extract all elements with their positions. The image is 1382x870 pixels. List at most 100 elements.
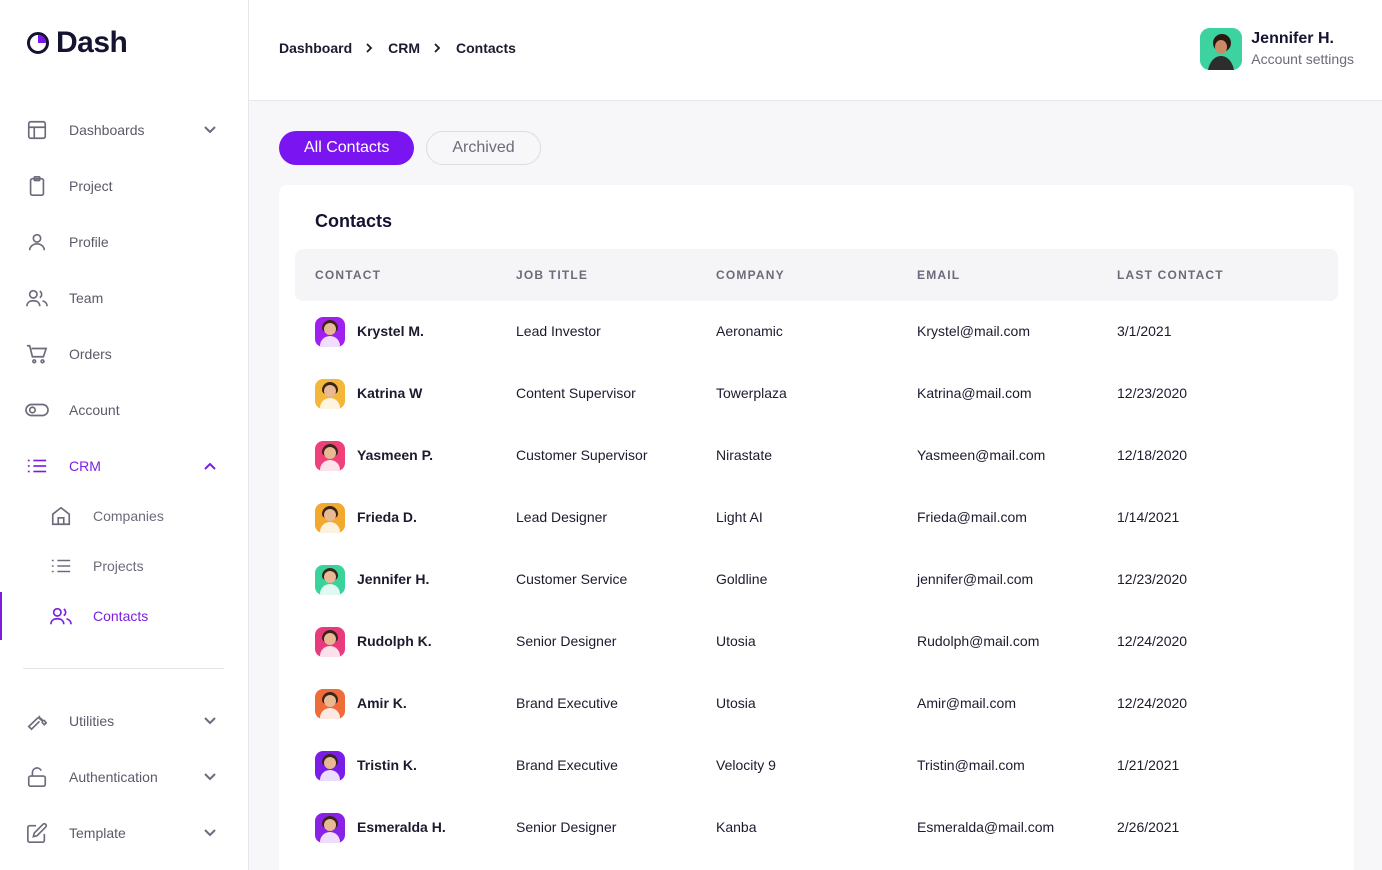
column-header-email[interactable]: EMAIL bbox=[917, 268, 961, 282]
cell-contact-name[interactable]: Esmeralda H. bbox=[357, 819, 446, 835]
cell-job-title: Content Supervisor bbox=[516, 385, 636, 401]
toggle-icon bbox=[25, 398, 49, 422]
user-menu[interactable]: Jennifer H. Account settings bbox=[1200, 28, 1354, 70]
tab-all-contacts[interactable]: All Contacts bbox=[279, 131, 415, 165]
top-bar: Dashboard CRM Contacts bbox=[249, 0, 1382, 101]
cell-job-title: Customer Supervisor bbox=[516, 447, 648, 463]
table-row[interactable]: Katrina W Content Supervisor Towerplaza Kat… bbox=[295, 363, 1338, 425]
list-icon bbox=[25, 454, 49, 478]
user-name: Jennifer H. bbox=[1251, 30, 1334, 47]
column-header-company[interactable]: COMPANY bbox=[716, 268, 785, 282]
table-row[interactable]: Tristin K. Brand Executive Velocity 9 Trist… bbox=[295, 735, 1338, 797]
table-row[interactable]: Rudolph K. Senior Designer Utosia Rudolph@m… bbox=[295, 611, 1338, 673]
chevron-down-icon[interactable] bbox=[202, 769, 218, 785]
cell-contact-name[interactable]: Rudolph K. bbox=[357, 633, 432, 649]
sidebar-divider bbox=[23, 668, 224, 669]
breadcrumb-crm[interactable]: CRM bbox=[388, 40, 421, 56]
cell-company: Velocity 9 bbox=[716, 757, 776, 773]
chevron-down-icon[interactable] bbox=[202, 825, 218, 841]
sidebar-item-template[interactable]: Template bbox=[0, 813, 248, 853]
logo[interactable]: Dash bbox=[26, 26, 128, 60]
table-row[interactable]: Esmeralda H. Senior Designer Kanba Esmerald… bbox=[295, 797, 1338, 859]
cell-contact-name[interactable]: Yasmeen P. bbox=[357, 447, 434, 463]
cell-email[interactable]: Katrina@mail.com bbox=[917, 385, 1032, 401]
avatar bbox=[315, 627, 345, 657]
table-row[interactable]: Krystel M. Lead Investor Aeronamic Krystel@… bbox=[295, 301, 1338, 363]
avatar bbox=[315, 441, 345, 471]
user-icon bbox=[25, 230, 49, 254]
breadcrumb-contacts: Contacts bbox=[456, 40, 516, 56]
sidebar-item-label: Team bbox=[69, 290, 104, 306]
column-header-last-contact[interactable]: LAST CONTACT bbox=[1117, 268, 1224, 282]
chevron-down-icon[interactable] bbox=[202, 122, 218, 138]
sidebar-item-profile[interactable]: Profile bbox=[0, 222, 248, 262]
cell-contact-name[interactable]: Frieda D. bbox=[357, 509, 417, 525]
table-row[interactable]: Jennifer H. Customer Service Goldline jenni… bbox=[295, 549, 1338, 611]
contacts-card: Contacts CONTACT JOB TITLE COMPANY EMAIL… bbox=[279, 185, 1354, 870]
cell-contact-name[interactable]: Jennifer H. bbox=[357, 571, 430, 587]
sidebar-item-label: CRM bbox=[69, 458, 101, 474]
sidebar: Dash Dashboards Project Profile bbox=[0, 0, 249, 870]
tab-archived[interactable]: Archived bbox=[426, 131, 541, 165]
cell-contact-name[interactable]: Tristin K. bbox=[357, 757, 417, 773]
sidebar-item-account[interactable]: Account bbox=[0, 390, 248, 430]
cell-last-contact: 3/1/2021 bbox=[1117, 323, 1172, 339]
cell-contact-name[interactable]: Amir K. bbox=[357, 695, 407, 711]
sidebar-item-authentication[interactable]: Authentication bbox=[0, 757, 248, 797]
account-settings-link[interactable]: Account settings bbox=[1251, 51, 1354, 67]
avatar[interactable] bbox=[1200, 28, 1243, 70]
cell-contact-name[interactable]: Katrina W bbox=[357, 385, 423, 401]
edit-icon bbox=[25, 821, 49, 845]
chevron-down-icon[interactable] bbox=[202, 713, 218, 729]
sidebar-item-project[interactable]: Project bbox=[0, 166, 248, 206]
breadcrumb-dashboard[interactable]: Dashboard bbox=[279, 40, 353, 56]
cell-company: Aeronamic bbox=[716, 323, 783, 339]
sidebar-item-label: Project bbox=[69, 178, 113, 194]
sidebar-subitem-companies[interactable]: Companies bbox=[0, 498, 248, 534]
cell-last-contact: 2/26/2021 bbox=[1117, 819, 1180, 835]
chevron-right-icon bbox=[432, 42, 444, 54]
cell-email[interactable]: Frieda@mail.com bbox=[917, 509, 1027, 525]
chevron-up-icon[interactable] bbox=[202, 458, 218, 474]
chevron-right-icon bbox=[364, 42, 376, 54]
column-header-job-title[interactable]: JOB TITLE bbox=[516, 268, 589, 282]
cell-email[interactable]: Amir@mail.com bbox=[917, 695, 1016, 711]
avatar bbox=[315, 317, 345, 347]
cell-email[interactable]: Krystel@mail.com bbox=[917, 323, 1031, 339]
users-icon bbox=[25, 286, 49, 310]
cell-job-title: Brand Executive bbox=[516, 695, 618, 711]
sidebar-item-orders[interactable]: Orders bbox=[0, 334, 248, 374]
sidebar-subitem-label: Projects bbox=[93, 558, 144, 574]
sidebar-item-utilities[interactable]: Utilities bbox=[0, 701, 248, 741]
table-row[interactable]: Yasmeen P. Customer Supervisor Nirastate Ya… bbox=[295, 425, 1338, 487]
table-row[interactable]: Frieda D. Lead Designer Light AI Frieda@mai… bbox=[295, 487, 1338, 549]
sidebar-item-dashboards[interactable]: Dashboards bbox=[0, 110, 248, 150]
cell-email[interactable]: Rudolph@mail.com bbox=[917, 633, 1040, 649]
avatar bbox=[315, 751, 345, 781]
cell-company: Light AI bbox=[716, 509, 763, 525]
sidebar-item-team[interactable]: Team bbox=[0, 278, 248, 318]
column-header-contact[interactable]: CONTACT bbox=[315, 268, 382, 282]
main-content: Dashboard CRM Contacts bbox=[249, 0, 1382, 870]
cell-company: Goldline bbox=[716, 571, 768, 587]
wrench-icon bbox=[25, 709, 49, 733]
cell-email[interactable]: Yasmeen@mail.com bbox=[917, 447, 1046, 463]
sidebar-item-label: Dashboards bbox=[69, 122, 145, 138]
users-icon bbox=[49, 604, 73, 628]
sidebar-subitem-label: Contacts bbox=[93, 608, 149, 624]
sidebar-subitem-projects[interactable]: Projects bbox=[0, 548, 248, 584]
cell-contact-name[interactable]: Krystel M. bbox=[357, 323, 424, 339]
sidebar-subitem-contacts[interactable]: Contacts bbox=[0, 592, 248, 640]
cell-last-contact: 12/24/2020 bbox=[1117, 633, 1188, 649]
sidebar-item-crm[interactable]: CRM bbox=[0, 446, 248, 486]
clipboard-icon bbox=[25, 174, 49, 198]
sidebar-item-label: Account bbox=[69, 402, 120, 418]
sidebar-subitem-label: Companies bbox=[93, 508, 164, 524]
table-row[interactable]: Amir K. Brand Executive Utosia Amir@mail.co… bbox=[295, 673, 1338, 735]
cell-company: Kanba bbox=[716, 819, 757, 835]
cell-email[interactable]: jennifer@mail.com bbox=[917, 571, 1034, 587]
cell-email[interactable]: Esmeralda@mail.com bbox=[917, 819, 1055, 835]
contact-tabs: All Contacts Archived bbox=[279, 131, 541, 165]
lock-icon bbox=[25, 765, 49, 789]
cell-email[interactable]: Tristin@mail.com bbox=[917, 757, 1025, 773]
